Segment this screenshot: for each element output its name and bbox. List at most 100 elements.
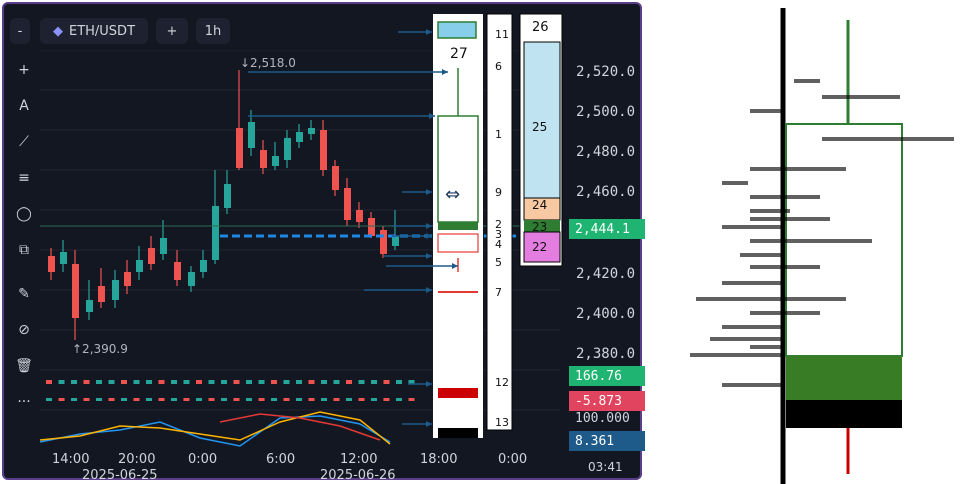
indicator-bar — [133, 398, 140, 401]
volume-bar — [46, 380, 52, 384]
volume-bar — [258, 380, 265, 384]
time-tick: 12:00 — [340, 452, 378, 467]
candle-body — [356, 210, 363, 222]
candle-body — [332, 166, 339, 190]
volume-bar — [146, 380, 152, 384]
arrow-head — [426, 421, 432, 427]
arrow-head — [452, 263, 458, 269]
indicator-bar — [308, 398, 315, 401]
arrow-head — [426, 223, 432, 229]
arrow-head — [426, 233, 432, 239]
candle-body — [368, 218, 375, 236]
candle-body — [160, 238, 167, 254]
clock-label: 03:41 — [588, 460, 623, 474]
indicator-bar — [108, 398, 115, 401]
circle-icon[interactable]: ◯ — [16, 206, 32, 222]
candle-body — [188, 272, 195, 286]
volume-bar — [271, 380, 277, 384]
profile-top-box — [437, 21, 477, 39]
indicator-value-3: 100.000 — [575, 410, 630, 426]
volume-bar — [71, 380, 77, 384]
trendline-icon[interactable]: ⟋ — [19, 134, 29, 150]
right-count-label: 23 — [532, 220, 548, 234]
oscillator-line-3 — [219, 413, 381, 441]
price-tick: 2,460.0 — [576, 184, 636, 200]
scale-number: 3 — [495, 228, 502, 241]
indicator-bar — [183, 398, 190, 401]
candle-body — [124, 272, 131, 286]
right-count-label: 22 — [532, 240, 548, 254]
crosshair-icon[interactable]: + — [18, 62, 30, 78]
volume-bar — [396, 380, 402, 384]
symbol-button[interactable]: ◆ ETH/USDT — [40, 18, 148, 44]
volume-bar — [183, 380, 190, 384]
trash-icon[interactable]: 🗑 — [15, 358, 33, 374]
volume-bar — [158, 380, 165, 384]
time-tick: 14:00 — [52, 452, 90, 467]
hide-icon[interactable]: ⊘ — [18, 322, 30, 338]
brush-icon[interactable]: ✎ — [18, 286, 30, 302]
indicator-bar — [371, 398, 377, 401]
candle-body — [272, 156, 279, 166]
volume-bar — [408, 380, 415, 384]
candle-body — [260, 150, 267, 168]
indicator-bar — [383, 398, 390, 401]
overlay-scale-panel — [486, 13, 513, 431]
candle-body — [98, 286, 105, 302]
candle-body — [112, 280, 119, 300]
volume-bar — [96, 380, 102, 384]
volume-bar — [233, 380, 240, 384]
price-tick: 2,380.0 — [576, 346, 636, 362]
volume-bar — [208, 380, 215, 384]
oscillator-line-2 — [40, 411, 391, 445]
price-tick: 2,480.0 — [576, 144, 636, 160]
arrow-head — [426, 253, 432, 259]
candle-body — [236, 128, 243, 168]
right-green-band — [524, 220, 560, 232]
indicator-bar — [146, 398, 152, 401]
indicator-bar — [296, 398, 302, 401]
candle-body — [212, 206, 219, 260]
current-price-badge: 2,444.1 — [569, 219, 645, 239]
volume-bar — [121, 380, 127, 384]
profile-red-bar — [438, 388, 478, 398]
volume-bar — [296, 380, 302, 384]
text-icon[interactable]: A — [19, 98, 29, 114]
add-symbol-button[interactable]: + — [156, 18, 188, 44]
price-tick: 2,400.0 — [576, 306, 636, 322]
volume-bar — [346, 380, 352, 384]
candle-body — [308, 128, 315, 134]
indicator-bar — [158, 398, 165, 401]
arrow-head — [426, 287, 432, 293]
oscillator-line-1 — [40, 415, 391, 447]
indicator-bar — [346, 398, 352, 401]
profile-red-box — [437, 233, 479, 253]
candle-body — [380, 230, 387, 254]
indicator-badge-2: -5.873 — [569, 391, 645, 411]
arrow-head — [442, 69, 448, 75]
scale-number: 11 — [495, 28, 509, 41]
candle-body — [224, 184, 231, 208]
date-label: 2025-06-25 — [82, 468, 158, 483]
volume-bar — [246, 380, 252, 384]
scale-number: 2 — [495, 218, 502, 231]
indicator-bar — [96, 398, 102, 401]
indicator-bar — [208, 398, 215, 401]
profile-green-band — [438, 222, 478, 230]
interval-button[interactable]: 1h — [196, 18, 230, 44]
schematic-green-block — [786, 356, 902, 400]
volume-bar — [196, 380, 202, 384]
fib-icon[interactable]: ≡ — [18, 170, 30, 186]
more-icon[interactable]: ··· — [17, 394, 31, 410]
volume-bar — [358, 380, 365, 384]
indicator-bar — [233, 398, 240, 401]
indicator-badge-1: 166.76 — [569, 366, 645, 386]
high-annotation: ↓2,518.0 — [240, 56, 296, 70]
volume-bar — [371, 380, 377, 384]
low-annotation: ↑2,390.9 — [72, 342, 128, 356]
move-icon: ⇔ — [445, 184, 460, 205]
collapse-button[interactable]: - — [10, 18, 30, 44]
candle-body — [86, 300, 93, 312]
time-tick: 6:00 — [266, 452, 296, 467]
measure-icon[interactable]: ⧉ — [19, 242, 29, 258]
